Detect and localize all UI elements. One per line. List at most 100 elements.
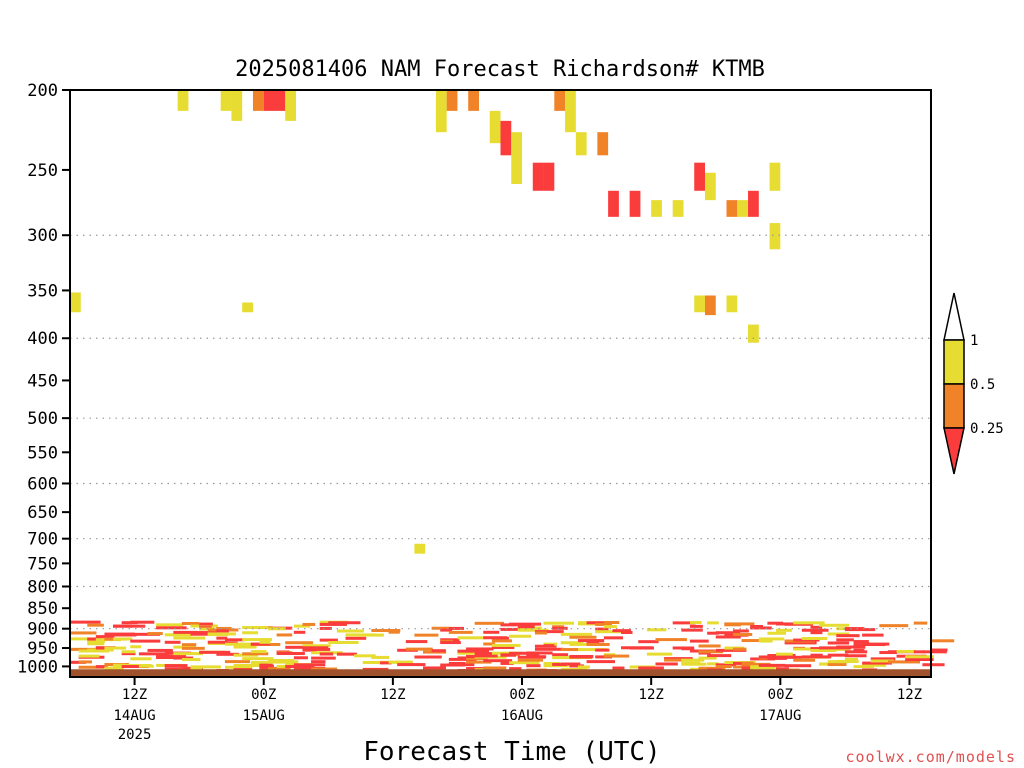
pbl-cell <box>164 633 192 637</box>
pbl-cell <box>526 651 553 655</box>
x-tick-date: 17AUG <box>759 708 801 724</box>
pbl-cell <box>741 639 770 643</box>
pbl-cell <box>870 659 894 663</box>
pbl-cell <box>543 661 561 665</box>
pbl-cell <box>732 647 747 651</box>
ri-cell <box>274 90 286 111</box>
pbl-cell <box>776 652 793 656</box>
pbl-cell <box>810 653 823 657</box>
pbl-cell <box>216 626 232 630</box>
pbl-cell <box>466 647 494 651</box>
pbl-cell <box>672 621 696 625</box>
pbl-cell <box>732 665 760 669</box>
pbl-cell <box>698 666 726 670</box>
ri-cell <box>748 324 759 343</box>
pbl-cell <box>595 622 612 626</box>
pbl-cell <box>190 631 217 635</box>
pbl-cell <box>603 636 623 640</box>
pbl-cell <box>233 642 255 646</box>
pbl-cell <box>87 648 114 652</box>
pbl-cell <box>509 651 537 655</box>
pbl-cell <box>328 640 359 644</box>
pbl-cell <box>862 661 892 665</box>
pbl-cell <box>586 660 616 664</box>
pbl-cell <box>509 622 542 626</box>
plot-frame <box>69 89 932 678</box>
pbl-cell <box>577 665 590 669</box>
pbl-cell <box>931 639 955 643</box>
pbl-cell <box>862 633 884 637</box>
pbl-cell <box>121 621 138 625</box>
pbl-cell <box>784 641 817 645</box>
pbl-cell <box>509 661 540 665</box>
ri-cell <box>489 110 501 144</box>
y-tick-label: 350 <box>27 281 58 301</box>
pbl-cell <box>113 663 127 667</box>
ri-cell <box>694 295 705 313</box>
pbl-cell <box>70 631 97 635</box>
pbl-cell <box>715 635 741 639</box>
pbl-cell <box>397 663 426 667</box>
pbl-cell <box>328 621 361 625</box>
pbl-cell <box>190 665 221 669</box>
pbl-cell <box>87 637 102 641</box>
pbl-cell <box>750 624 764 628</box>
ground-surface <box>70 669 931 677</box>
pbl-cell <box>646 628 667 632</box>
credit-text: coolwx.com/models <box>845 748 1016 766</box>
gridlines <box>70 234 931 630</box>
ri-cell <box>532 162 544 191</box>
pbl-cell <box>113 637 133 641</box>
pbl-cell <box>457 651 485 655</box>
pbl-cell <box>371 655 390 659</box>
ri-cell <box>597 132 609 156</box>
x-axis: 12Z 14AUG 2025 00Z 15AUG 12Z 00Z 16AUG 12Z 00Z 17A… <box>113 677 922 743</box>
ri-cell <box>704 295 716 316</box>
pbl-cell <box>164 664 188 668</box>
pbl-cell <box>698 650 724 654</box>
pbl-cell <box>190 667 202 671</box>
pbl-cell <box>681 647 695 651</box>
pbl-cell <box>836 645 855 649</box>
pbl-cell <box>689 624 703 628</box>
ri-cell <box>554 90 566 111</box>
x-tick-label: 12Z <box>639 687 664 703</box>
y-tick-label: 550 <box>27 443 58 463</box>
pbl-cell <box>595 655 613 659</box>
pbl-cell <box>242 652 269 656</box>
pbl-cell <box>474 621 505 625</box>
ri-cell <box>543 162 555 191</box>
pbl-cell <box>784 655 810 659</box>
pbl-cell <box>474 654 498 658</box>
pbl-cell <box>285 665 315 669</box>
pbl-cell <box>113 633 137 637</box>
pbl-cell <box>130 632 161 636</box>
pbl-cell <box>216 629 229 633</box>
pbl-cell <box>483 666 507 670</box>
legend-label: 0.25 <box>970 421 1004 437</box>
pbl-cell <box>870 657 896 661</box>
pbl-cell <box>224 660 250 664</box>
pbl-cell <box>655 638 687 642</box>
pbl-cell <box>905 655 935 659</box>
pbl-cell <box>224 638 245 642</box>
pbl-cell <box>388 630 400 634</box>
pbl-cell <box>483 642 496 646</box>
pbl-cell <box>569 664 585 668</box>
pbl-cell <box>190 632 216 636</box>
legend-bin <box>943 383 965 429</box>
ri-cell <box>177 90 189 111</box>
legend-arrow-bottom <box>943 427 965 475</box>
pbl-cell <box>689 620 702 624</box>
ri-cell <box>726 295 738 313</box>
pbl-cell <box>414 655 442 659</box>
ri-cell <box>435 90 447 133</box>
pbl-cell <box>534 630 564 634</box>
pbl-cell <box>130 657 152 661</box>
pbl-cell <box>836 634 860 638</box>
pbl-cell <box>224 665 253 669</box>
pbl-cell <box>836 659 859 663</box>
pbl-cell <box>905 658 934 662</box>
pbl-cell <box>569 654 594 658</box>
pbl-cell <box>95 665 108 669</box>
